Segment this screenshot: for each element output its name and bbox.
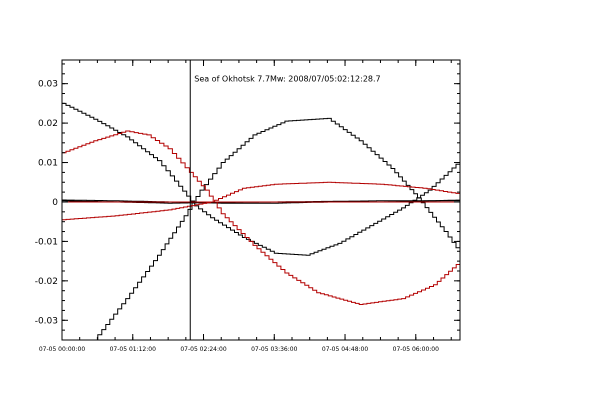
event-annotation: Sea of Okhotsk 7.7Mw: 2008/07/05:02:12:2… bbox=[194, 75, 380, 84]
y-tick-label: 0.01 bbox=[38, 159, 58, 169]
x-axis: 07-05 00:00:00 07-05 01:12:00 07-05 02:24:… bbox=[39, 60, 452, 353]
x-tick-label: 07-05 01:12:00 bbox=[110, 346, 156, 353]
annotation-layer: Sea of Okhotsk 7.7Mw: 2008/07/05:02:12:2… bbox=[194, 75, 380, 84]
y-tick-label: 0.03 bbox=[38, 80, 58, 90]
y-tick-label: 0 bbox=[52, 198, 58, 208]
plot-frame bbox=[61, 59, 461, 341]
y-tick-label: -0.03 bbox=[35, 316, 58, 326]
series-2-line bbox=[62, 199, 461, 204]
x-tick-label: 07-05 06:00:00 bbox=[393, 346, 439, 353]
y-tick-label: 0.02 bbox=[38, 119, 58, 129]
x-tick-label: 07-05 00:00:00 bbox=[39, 346, 85, 353]
series-1-line bbox=[62, 102, 461, 256]
series-3-line bbox=[93, 117, 461, 341]
series-6-line bbox=[62, 181, 461, 221]
x-tick-label: 07-05 03:36:00 bbox=[251, 346, 297, 353]
x-tick-label: 07-05 04:48:00 bbox=[322, 346, 368, 353]
y-axis: 0.03 0.02 0.01 0 -0.01 -0.02 -0.03 bbox=[35, 63, 460, 341]
x-tick-label: 07-05 02:24:00 bbox=[180, 346, 226, 353]
y-tick-label: -0.01 bbox=[35, 237, 58, 247]
series-layer bbox=[62, 102, 461, 341]
series-5-line bbox=[62, 130, 461, 305]
y-tick-label: -0.02 bbox=[35, 277, 58, 287]
